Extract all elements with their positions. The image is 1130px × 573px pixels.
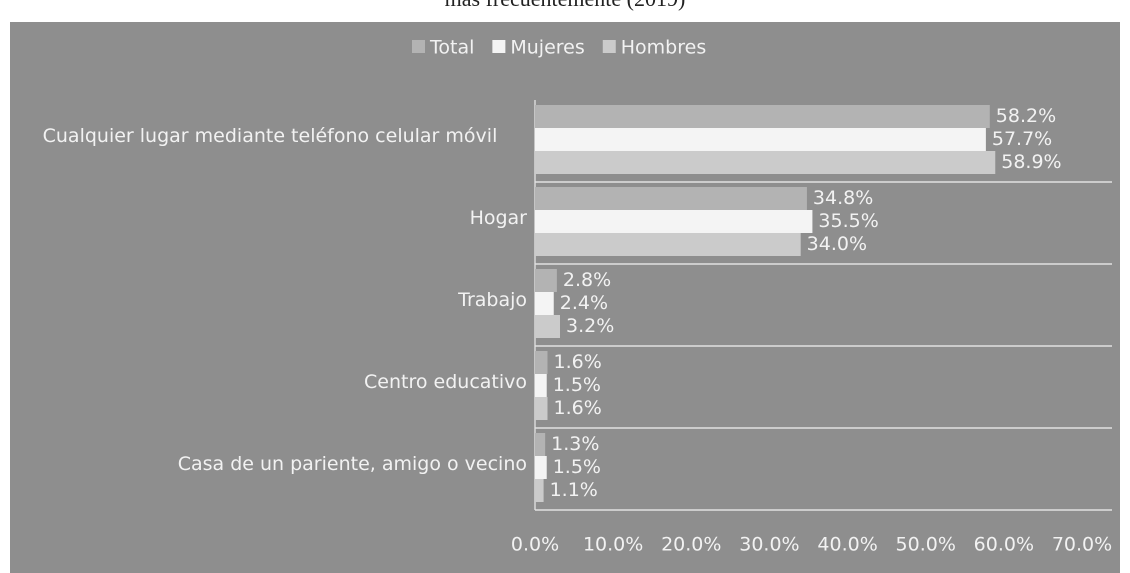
- bar: [535, 351, 548, 374]
- bar: [535, 210, 813, 233]
- y-tick-label: Centro educativo: [364, 371, 527, 393]
- x-tick-label: 60.0%: [974, 534, 1034, 556]
- legend-swatch: [492, 40, 506, 53]
- bar: [535, 151, 996, 174]
- bar: [535, 433, 546, 456]
- y-tick-label: Cualquier lugar mediante teléfono celula…: [42, 125, 498, 147]
- bar: [535, 269, 557, 292]
- bar: [535, 128, 986, 151]
- y-tick-label: Casa de un pariente, amigo o vecino: [177, 453, 527, 475]
- x-tick-label: 40.0%: [817, 534, 877, 556]
- value-label: 2.8%: [563, 269, 611, 291]
- bar: [535, 456, 547, 479]
- bar: [535, 479, 544, 502]
- value-label: 1.6%: [554, 397, 602, 419]
- x-tick-label: 10.0%: [583, 534, 643, 556]
- y-tick-label: Trabajo: [458, 289, 527, 311]
- legend-swatch: [412, 40, 425, 53]
- value-label: 58.2%: [996, 105, 1056, 127]
- value-label: 1.5%: [553, 374, 601, 396]
- legend-label: Total: [429, 37, 474, 59]
- x-tick-label: 20.0%: [661, 534, 721, 556]
- bar: [535, 374, 547, 397]
- legend-label: Mujeres: [510, 37, 584, 59]
- legend-swatch: [602, 40, 616, 53]
- value-label: 58.9%: [1001, 151, 1061, 173]
- value-label: 1.5%: [553, 456, 601, 478]
- value-label: 57.7%: [992, 128, 1052, 150]
- value-label: 35.5%: [818, 210, 878, 232]
- legend-label: Hombres: [621, 37, 706, 59]
- bar: [535, 187, 807, 210]
- x-tick-label: 70.0%: [1052, 534, 1112, 556]
- bar: [535, 233, 801, 256]
- y-tick-label: Hogar: [469, 207, 527, 229]
- value-label: 34.0%: [807, 233, 867, 255]
- value-label: 1.3%: [551, 433, 599, 455]
- chart-title: más frecuentemente (2019): [0, 0, 1130, 12]
- x-tick-label: 50.0%: [896, 534, 956, 556]
- bar: [535, 315, 561, 338]
- bar: [535, 397, 548, 420]
- value-label: 2.4%: [560, 292, 608, 314]
- bar: [535, 292, 554, 315]
- x-tick-label: 0.0%: [511, 534, 559, 556]
- value-label: 3.2%: [566, 315, 614, 337]
- value-label: 1.1%: [550, 479, 598, 501]
- value-label: 1.6%: [554, 351, 602, 373]
- bar: [535, 105, 990, 128]
- x-tick-label: 30.0%: [739, 534, 799, 556]
- value-label: 34.8%: [813, 187, 873, 209]
